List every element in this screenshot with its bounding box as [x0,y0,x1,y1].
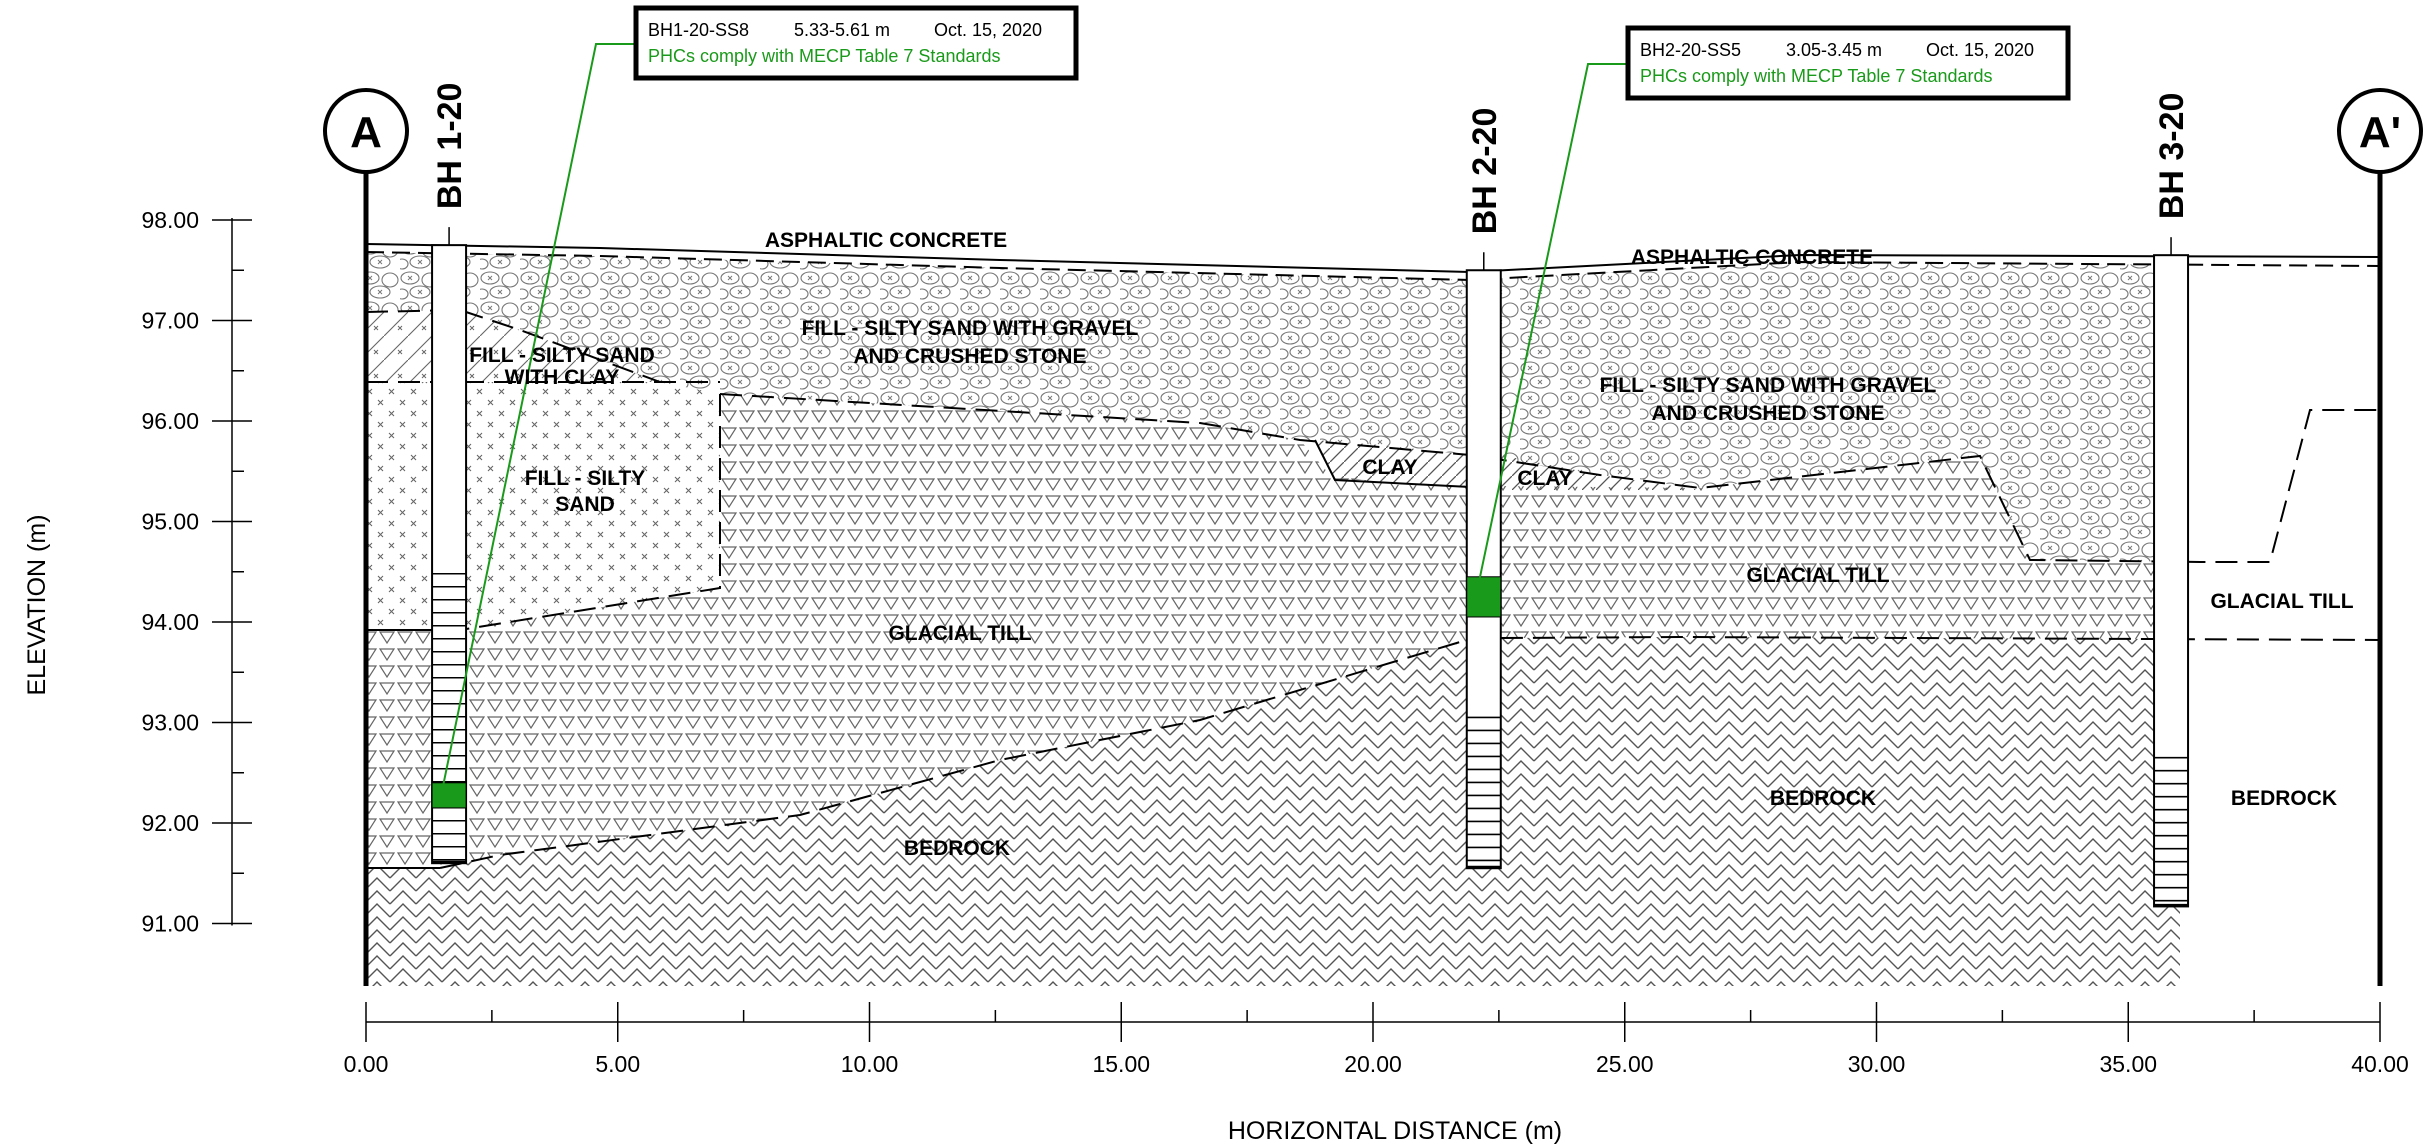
layer-label-glacial-till-3: GLACIAL TILL [2210,590,2353,613]
layer-label-glacial-till-2: GLACIAL TILL [1746,564,1889,587]
sample-note-1: PHCs comply with MECP Table 7 Standards [1640,66,1993,86]
x-tick-label: 15.00 [1092,1051,1150,1077]
y-tick-label: 93.00 [141,710,199,736]
soil-layers [366,244,2180,986]
layer-label-fill-gravel-1: FILL - SILTY SAND WITH GRAVEL [802,317,1139,340]
sample-marker-0 [431,782,467,809]
layer-labels: ASPHALTIC CONCRETE ASPHALTIC CONCRETE FILL… [469,229,2353,860]
y-tick-label: 94.00 [141,609,199,635]
layer-label-fill-silty-sand: FILL - SILTY [525,467,646,490]
x-tick-label: 10.00 [841,1051,899,1077]
y-axis-title: ELEVATION (m) [23,514,51,695]
fill-clay-base-line [365,308,661,383]
layer-label-asphalt-2: ASPHALTIC CONCRETE [1631,246,1873,269]
x-tick-label: 25.00 [1596,1051,1654,1077]
sample-date-0: Oct. 15, 2020 [934,20,1042,40]
x-tick-label: 40.00 [2351,1051,2409,1077]
sample-leader-0 [440,43,636,796]
ground-surface-line [365,243,2381,274]
section-marker-a-label: A [350,108,382,157]
borehole-column-1 [1465,269,1502,870]
asphalt-base-line [365,251,2381,282]
sample-depth-0: 5.33-5.61 m [794,20,890,40]
layer-label-fill-gravel-2: FILL - SILTY SAND WITH GRAVEL [1600,374,1937,397]
layer-label-fill-silty-sand-clay: FILL - SILTY SAND [469,344,655,367]
sample-callouts: BH1-20-SS8 5.33-5.61 m Oct. 15, 2020 PHCs c… [431,5,2071,809]
fill-gravel-base-line [719,393,2380,563]
sample-id-1: BH2-20-SS5 [1640,40,1741,60]
borehole-label-2: BH 3-20 [2153,93,2191,220]
layer-label-clay-2: CLAY [1517,467,1572,490]
x-tick-label: 30.00 [1848,1051,1906,1077]
layer-label-glacial-till-1: GLACIAL TILL [888,622,1031,645]
clay-lens-line [1314,439,1471,488]
x-tick-label: 20.00 [1344,1051,1402,1077]
x-tick-label: 0.00 [344,1051,389,1077]
borehole-label-1: BH 2-20 [1466,108,1504,235]
fill-silty-sand-layer [366,382,720,630]
y-tick-label: 92.00 [141,810,199,836]
x-axis-title: HORIZONTAL DISTANCE (m) [1228,1117,1562,1145]
layer-label-bedrock-3: BEDROCK [2231,787,2337,810]
section-marker-a-prime-circle [2337,88,2423,174]
y-tick-label: 96.00 [141,408,199,434]
sample-id-0: BH1-20-SS8 [648,20,749,40]
bedrock-layer [366,637,2180,986]
sample-date-1: Oct. 15, 2020 [1926,40,2034,60]
sample-leader-1 [1474,63,1628,598]
layer-label-fill-silty-sand: SAND [555,493,615,516]
sample-callout-box-0 [633,5,1079,81]
glacial-till-layer [366,394,2180,868]
y-tick-label: 97.00 [141,308,199,334]
x-tick-label: 5.00 [595,1051,640,1077]
section-markers: A A' [323,88,2423,986]
sample-marker-1 [1466,576,1502,618]
fill-silty-right-line [459,394,721,631]
borehole-label-0: BH 1-20 [431,83,469,210]
sample-callout-box-1 [1625,25,2071,101]
section-marker-a-circle [323,88,409,174]
sample-note-0: PHCs comply with MECP Table 7 Standards [648,46,1001,66]
axes: 91.00 92.00 93.00 94.00 95.00 96.00 97.00 98.00… [23,207,2409,1145]
y-tick-label: 98.00 [141,207,199,233]
section-marker-a-prime-label: A' [2359,108,2401,157]
layer-boundaries [365,243,2381,869]
sample-depth-1: 3.05-3.45 m [1786,40,1882,60]
layer-label-fill-gravel-1: AND CRUSHED STONE [854,345,1087,368]
borehole-column-2 [2153,254,2190,908]
layer-label-bedrock-2: BEDROCK [1770,787,1876,810]
bedrock-top-line [439,635,2381,869]
layer-label-fill-gravel-2: AND CRUSHED STONE [1652,402,1885,425]
layer-label-asphalt-1: ASPHALTIC CONCRETE [765,229,1007,252]
borehole-column-0 [431,244,468,865]
layer-label-clay-1: CLAY [1362,456,1417,479]
layer-label-fill-silty-sand-clay: WITH CLAY [505,366,620,389]
y-tick-label: 95.00 [141,509,199,535]
x-tick-label: 35.00 [2099,1051,2157,1077]
clay-layer-2 [1500,455,1700,490]
layer-label-bedrock-1: BEDROCK [904,837,1010,860]
y-tick-label: 91.00 [141,911,199,937]
boreholes: BH 1-20 BH 2-20 BH 3-20 [431,83,2191,908]
